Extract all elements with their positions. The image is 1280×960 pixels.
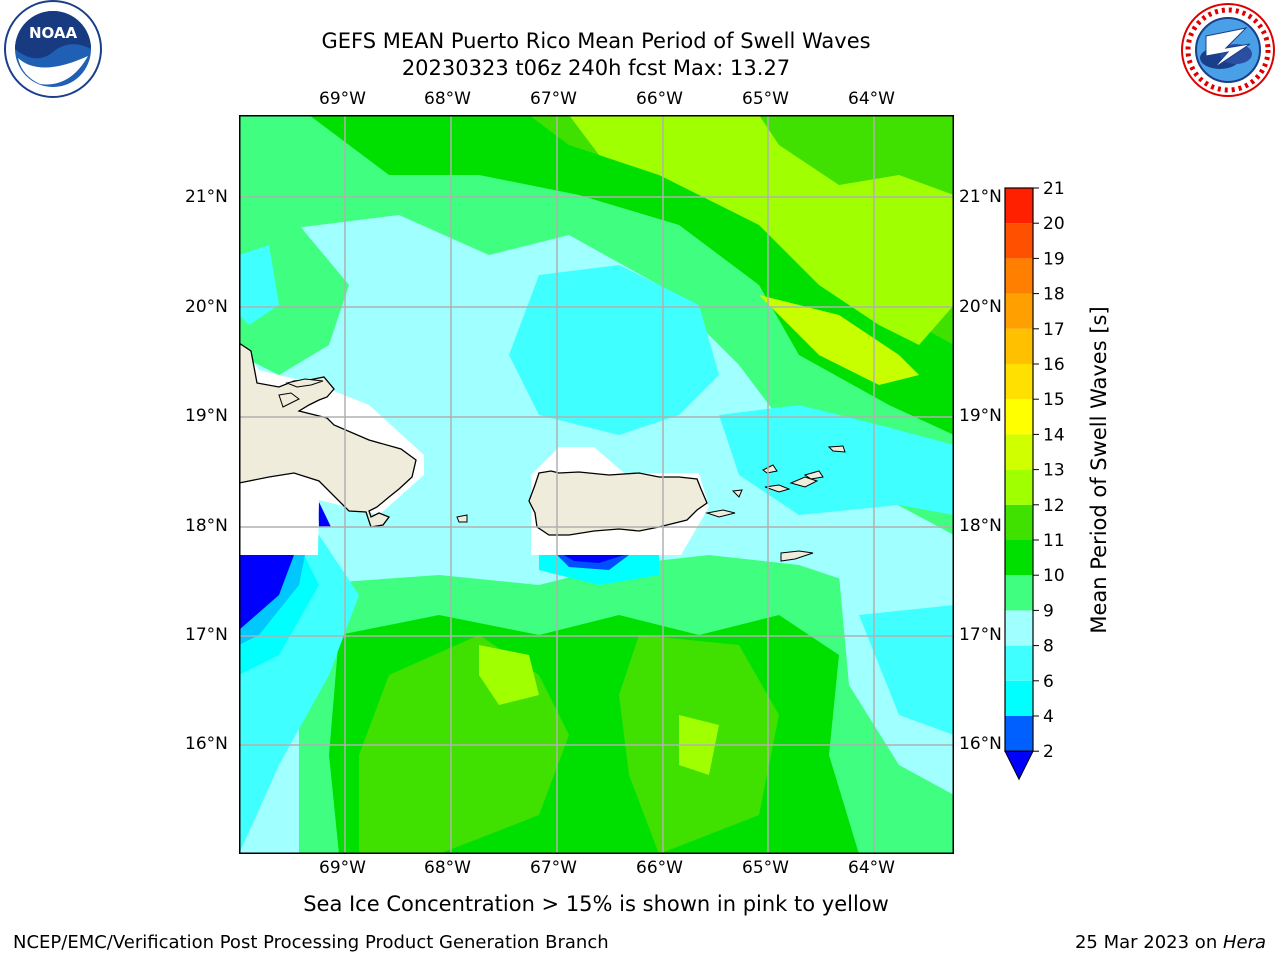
lon-tick-bottom: 67°W: [530, 858, 577, 878]
lon-tick-bottom: 64°W: [848, 858, 895, 878]
land-hispaniola: [239, 342, 417, 528]
lat-tick-right: 17°N: [959, 625, 1002, 645]
lon-tick-top: 68°W: [424, 89, 471, 109]
contour-band-below-2: [564, 555, 624, 563]
colorbar-tick-label: 13: [1043, 461, 1065, 481]
colorbar-swatch: [1005, 399, 1033, 435]
land-vieques: [705, 509, 736, 518]
footer-credit: NCEP/EMC/Verification Post Processing Pr…: [13, 932, 609, 953]
colorbar-swatch: [1005, 469, 1033, 505]
colorbar-swatch: [1005, 258, 1033, 294]
colorbar-tick-label: 17: [1043, 320, 1065, 340]
land-anegada: [827, 445, 846, 453]
lat-tick-left: 20°N: [185, 297, 228, 317]
colorbar-tick-label: 6: [1043, 672, 1054, 692]
colorbar-swatch: [1005, 293, 1033, 329]
land-mona: [456, 514, 468, 523]
lat-tick-right: 16°N: [959, 734, 1002, 754]
colorbar-swatch: [1005, 540, 1033, 576]
contour-band-below-2: [318, 500, 331, 527]
colorbar-tick-label: 9: [1043, 601, 1054, 621]
colorbar-swatch: [1005, 645, 1033, 681]
lon-tick-top: 67°W: [530, 89, 577, 109]
colorbar-under-arrow: [1004, 750, 1034, 781]
colorbar-ticks: 2 4 6 8 9 10 11 12 13 14 15 16 17 18 19 20 21: [1033, 180, 1065, 762]
contour-band-12-13: [759, 295, 919, 385]
lat-tick-right: 19°N: [959, 406, 1002, 426]
colorbar-tick-label: 2: [1043, 742, 1054, 762]
colorbar-tick-label: 19: [1043, 249, 1065, 269]
contour-band-11-12: [529, 115, 954, 345]
colorbar-swatch: [1005, 223, 1033, 259]
lon-tick-top: 64°W: [848, 89, 895, 109]
contour-band-below-2: [239, 555, 294, 630]
colorbar-tick-label: 12: [1043, 496, 1065, 516]
land-st-croix: [780, 550, 814, 562]
lon-tick-bottom: 66°W: [636, 858, 683, 878]
colorbar-swatch: [1005, 504, 1033, 540]
lat-tick-left: 17°N: [185, 625, 228, 645]
lon-tick-top: 69°W: [319, 89, 366, 109]
land-tortuga: [285, 378, 324, 388]
land-culebra: [731, 489, 743, 498]
footer-host: Hera: [1222, 932, 1266, 953]
lat-tick-left: 19°N: [185, 406, 228, 426]
contour-band-8-9: [349, 225, 449, 285]
map-gridlines: [239, 115, 954, 854]
contour-band-12-13: [479, 645, 539, 705]
lon-tick-bottom: 68°W: [424, 858, 471, 878]
colorbar-swatch: [1005, 610, 1033, 646]
colorbar-tick-label: 18: [1043, 285, 1065, 305]
map-title: GEFS MEAN Puerto Rico Mean Period of Swe…: [321, 29, 871, 53]
colorbar-tick-label: 4: [1043, 707, 1054, 727]
lon-tick-top: 66°W: [636, 89, 683, 109]
lat-tick-left: 16°N: [185, 734, 228, 754]
colorbar-tick-label: 11: [1043, 531, 1065, 551]
lon-tick-bottom: 69°W: [319, 858, 366, 878]
footer-date: 25 Mar 2023 on Hera: [1075, 932, 1266, 954]
colorbar-swatch: [1005, 364, 1033, 400]
sea-ice-note: Sea Ice Concentration > 15% is shown in …: [303, 892, 889, 916]
colorbar-swatch: [1005, 716, 1033, 752]
colorbar: 2 4 6 8 9 10 11 12 13 14 15 16 17 18 19 20 21 Mean Perio…: [1004, 180, 1111, 781]
map-frame: [239, 115, 954, 854]
colorbar-swatch: [1005, 575, 1033, 611]
land-island-small: [278, 392, 300, 408]
colorbar-swatch: [1005, 434, 1033, 470]
lon-tick-bottom: 65°W: [742, 858, 789, 878]
contour-band-12-13: [569, 115, 954, 345]
land-tortola: [803, 470, 824, 480]
noaa-logo: NOAA: [0, 0, 104, 104]
lon-tick-top: 65°W: [742, 89, 789, 109]
nws-logo-icon: [1181, 3, 1275, 97]
land-st-john: [789, 476, 819, 488]
colorbar-swatches: [1004, 187, 1034, 781]
colorbar-label: Mean Period of Swell Waves [s]: [1087, 306, 1111, 633]
colorbar-tick-label: 15: [1043, 390, 1065, 410]
land-island-small: [762, 464, 778, 474]
nws-logo: [1176, 0, 1280, 100]
colorbar-swatch: [1005, 188, 1033, 224]
colorbar-swatch: [1005, 680, 1033, 716]
map-subtitle: 20230323 t06z 240h fcst Max: 13.27: [401, 56, 791, 80]
colorbar-tick-label: 8: [1043, 637, 1054, 657]
noaa-logo-icon: NOAA: [4, 0, 102, 98]
lat-tick-right: 18°N: [959, 516, 1002, 536]
swell-period-map: [239, 115, 954, 854]
contour-band-8-9: [239, 245, 279, 325]
colorbar-swatch: [1005, 328, 1033, 364]
footer-date-text: 25 Mar 2023 on: [1074, 932, 1223, 953]
colorbar-tick-label: 16: [1043, 355, 1065, 375]
lat-tick-left: 18°N: [185, 516, 228, 536]
lat-tick-left: 21°N: [185, 187, 228, 207]
lat-tick-right: 20°N: [959, 297, 1002, 317]
noaa-logo-text: NOAA: [29, 24, 78, 42]
land-st-thomas: [764, 484, 791, 493]
colorbar-tick-label: 14: [1043, 425, 1065, 445]
colorbar-tick-label: 10: [1043, 566, 1065, 586]
colorbar-tick-label: 21: [1043, 180, 1065, 199]
lat-tick-right: 21°N: [959, 187, 1002, 207]
contour-band-8-9: [859, 605, 954, 735]
colorbar-tick-label: 20: [1043, 214, 1065, 234]
